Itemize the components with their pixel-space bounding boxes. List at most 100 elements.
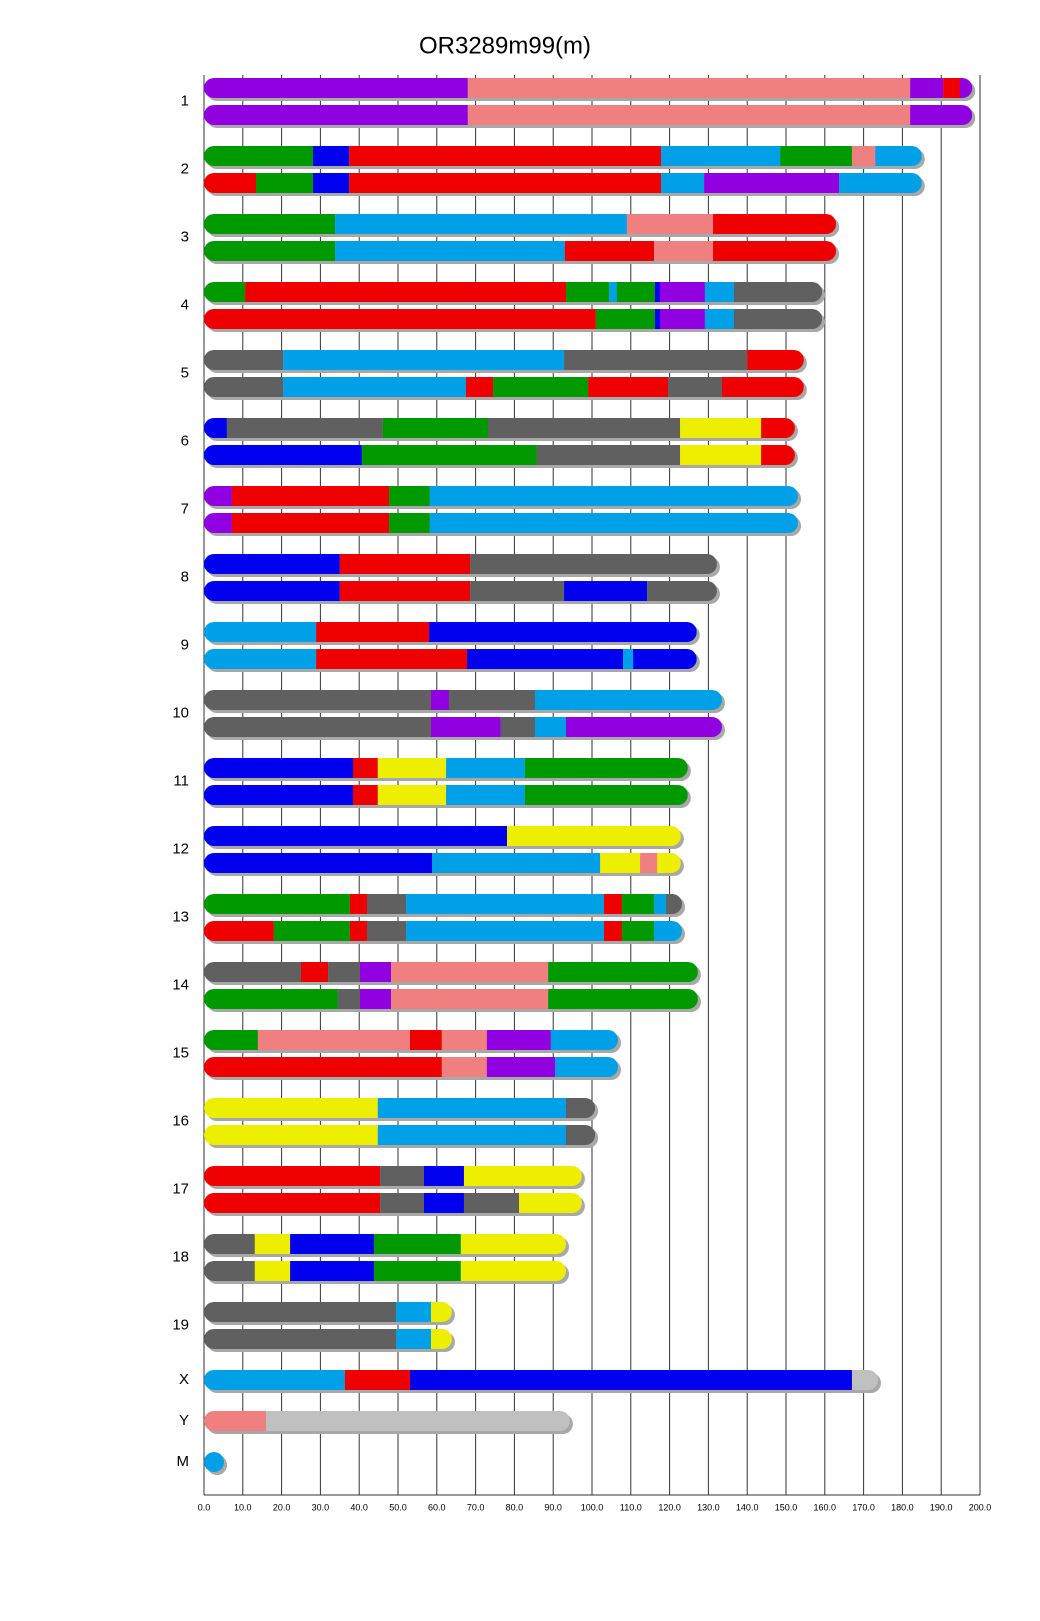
segment bbox=[486, 1030, 551, 1050]
segment bbox=[446, 758, 525, 778]
segment bbox=[204, 554, 340, 574]
segment bbox=[566, 1098, 596, 1118]
chromosome-label: 3 bbox=[181, 228, 189, 245]
segment bbox=[231, 513, 390, 533]
chart-title: OR3289m99(m) bbox=[419, 32, 591, 59]
segment bbox=[204, 1261, 255, 1281]
segment bbox=[204, 962, 301, 982]
segment bbox=[721, 377, 804, 397]
haplotype bbox=[204, 989, 698, 1009]
segment bbox=[595, 309, 655, 329]
segment bbox=[204, 486, 232, 506]
segment bbox=[564, 581, 648, 601]
segment bbox=[488, 418, 681, 438]
x-tick-label: 150.0 bbox=[775, 1502, 798, 1512]
segment bbox=[524, 758, 688, 778]
segment bbox=[564, 241, 655, 261]
segment bbox=[564, 350, 748, 370]
segment bbox=[600, 853, 641, 873]
segment bbox=[460, 1234, 567, 1254]
segment bbox=[441, 1030, 487, 1050]
x-tick-label: 140.0 bbox=[736, 1502, 759, 1512]
haplotype bbox=[204, 214, 837, 234]
segment bbox=[391, 962, 549, 982]
segment bbox=[626, 214, 714, 234]
segment bbox=[389, 513, 430, 533]
segment bbox=[713, 241, 837, 261]
segment bbox=[633, 649, 697, 669]
segment bbox=[486, 1057, 556, 1077]
segment bbox=[507, 826, 681, 846]
segment bbox=[349, 921, 370, 941]
haplotype bbox=[204, 1234, 567, 1254]
segment bbox=[734, 282, 823, 302]
segment bbox=[406, 921, 605, 941]
segment bbox=[851, 1370, 878, 1390]
segment bbox=[647, 581, 717, 601]
segment bbox=[352, 758, 378, 778]
segment bbox=[373, 1261, 461, 1281]
segment bbox=[373, 1234, 461, 1254]
haplotype bbox=[204, 513, 799, 533]
segment bbox=[204, 1166, 381, 1186]
segment bbox=[204, 921, 274, 941]
segment bbox=[875, 146, 922, 166]
segment bbox=[204, 105, 468, 125]
segment bbox=[604, 894, 625, 914]
segment bbox=[410, 1030, 442, 1050]
segment bbox=[910, 78, 944, 98]
chromosome-label: 8 bbox=[181, 568, 189, 585]
chromosome-label: 10 bbox=[172, 704, 189, 721]
segment bbox=[467, 649, 624, 669]
haplotype bbox=[204, 581, 717, 601]
segment bbox=[524, 785, 688, 805]
chromosome-label: 7 bbox=[181, 500, 189, 517]
chromosome-label: 1 bbox=[181, 92, 189, 109]
segment bbox=[344, 1370, 411, 1390]
segment bbox=[943, 78, 964, 98]
haplotype bbox=[204, 690, 722, 710]
segment bbox=[204, 785, 353, 805]
segment bbox=[204, 282, 246, 302]
segment bbox=[301, 962, 329, 982]
haplotype bbox=[204, 853, 681, 873]
segment bbox=[313, 173, 350, 193]
segment bbox=[254, 1261, 291, 1281]
haplotype bbox=[204, 418, 795, 438]
segment bbox=[337, 989, 360, 1009]
haplotype bbox=[204, 1125, 596, 1145]
haplotype bbox=[204, 1329, 452, 1349]
segment bbox=[204, 214, 336, 234]
segment bbox=[441, 1057, 487, 1077]
segment bbox=[406, 894, 605, 914]
segment bbox=[204, 146, 314, 166]
segment bbox=[654, 921, 683, 941]
segment bbox=[366, 921, 407, 941]
x-tick-label: 70.0 bbox=[467, 1502, 485, 1512]
chromosome-label: 13 bbox=[172, 908, 189, 925]
haplotype bbox=[204, 282, 823, 302]
chromosome-label: X bbox=[179, 1371, 189, 1388]
segment bbox=[550, 1030, 618, 1050]
segment bbox=[380, 1166, 424, 1186]
haplotype bbox=[204, 309, 823, 329]
segment bbox=[361, 445, 537, 465]
segment bbox=[654, 241, 714, 261]
segment bbox=[566, 717, 722, 737]
chromosome-label: 6 bbox=[181, 432, 189, 449]
haplotype bbox=[204, 1452, 224, 1472]
segment bbox=[470, 581, 565, 601]
haplotype bbox=[204, 173, 922, 193]
segment bbox=[339, 554, 471, 574]
chromosome-label: 14 bbox=[172, 976, 189, 993]
segment bbox=[204, 1411, 267, 1431]
chromosome-label: 17 bbox=[172, 1180, 189, 1197]
segment bbox=[359, 989, 392, 1009]
segment bbox=[423, 1193, 464, 1213]
segment bbox=[290, 1234, 374, 1254]
segment bbox=[339, 581, 471, 601]
haplotype bbox=[204, 962, 698, 982]
segment bbox=[448, 690, 535, 710]
chromosome-label: 9 bbox=[181, 636, 189, 653]
haplotype bbox=[204, 350, 804, 370]
